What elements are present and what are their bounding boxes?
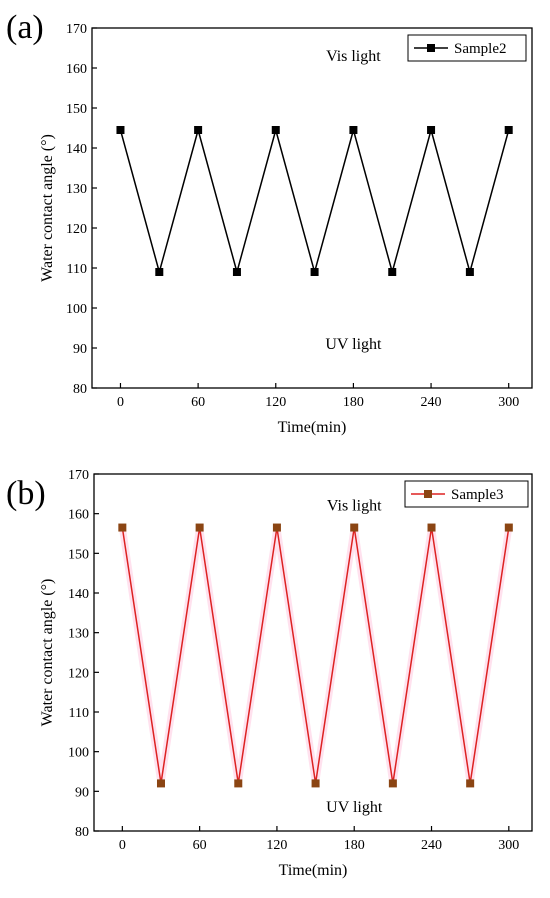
legend-marker <box>427 44 435 52</box>
data-point-marker <box>232 268 241 276</box>
x-tick-label: 300 <box>498 395 519 410</box>
y-tick-label: 140 <box>66 142 87 157</box>
data-point-marker <box>118 523 127 532</box>
data-point-marker <box>234 779 243 788</box>
data-point-marker <box>427 126 436 134</box>
x-tick-label: 0 <box>119 838 126 853</box>
x-tick-label: 60 <box>193 838 207 853</box>
chart-panel-2: (b) 80 90 100 110 120 130 140 150 160 170 0 60 120 180… <box>6 468 533 879</box>
data-point-marker <box>116 126 125 134</box>
y-tick-label: 130 <box>66 182 87 197</box>
data-point-marker <box>310 268 319 276</box>
y-tick-label: 170 <box>68 468 89 483</box>
x-tick-label: 240 <box>421 395 442 410</box>
x-tick-label: 240 <box>421 838 442 853</box>
y-tick-label: 90 <box>73 342 87 357</box>
data-point-marker <box>466 779 475 788</box>
data-point-marker <box>195 523 204 532</box>
y-tick-label: 110 <box>67 262 87 277</box>
annotation-label: Vis light <box>326 48 381 65</box>
plot-frame <box>91 27 533 389</box>
legend-label: Sample3 <box>451 487 504 503</box>
data-point-marker <box>504 523 513 532</box>
x-tick-label: 60 <box>191 395 205 410</box>
y-tick-label: 160 <box>66 62 87 77</box>
series-line <box>119 127 510 275</box>
plot-frame <box>93 473 533 832</box>
panel-label: (a) <box>6 9 44 46</box>
y-tick-label: 140 <box>68 587 89 602</box>
y-tick-label: 100 <box>68 746 89 761</box>
annotation-label: UV light <box>325 336 382 353</box>
data-point-marker <box>311 779 320 788</box>
legend-marker <box>424 490 432 498</box>
legend-label: Sample2 <box>454 41 507 57</box>
y-tick-label: 100 <box>66 302 87 317</box>
data-point-marker <box>465 268 474 276</box>
x-axis-title: Time(min) <box>278 419 347 436</box>
series-line <box>121 527 510 784</box>
chart-panel-1: (a) 80 90 100 110 120 130 140 150 160 170 0 60 120 180… <box>6 9 533 436</box>
data-point-marker <box>504 126 513 134</box>
data-point-marker <box>272 523 281 532</box>
x-tick-label: 0 <box>117 395 124 410</box>
x-tick-label: 180 <box>343 395 364 410</box>
x-tick-label: 300 <box>498 838 519 853</box>
y-tick-label: 110 <box>69 706 89 721</box>
data-point-marker <box>388 268 397 276</box>
x-axis-title: Time(min) <box>279 862 348 879</box>
data-point-marker <box>350 523 359 532</box>
data-point-marker <box>194 126 203 134</box>
y-tick-label: 150 <box>66 102 87 117</box>
y-tick-label: 170 <box>66 22 87 37</box>
data-point-marker <box>388 779 397 788</box>
y-tick-label: 120 <box>66 222 87 237</box>
annotation-label: UV light <box>326 799 383 816</box>
y-tick-label: 160 <box>68 508 89 523</box>
y-tick-label: 150 <box>68 547 89 562</box>
y-tick-label: 80 <box>73 382 87 397</box>
y-axis-title: Water contact angle (°) <box>39 134 56 282</box>
x-tick-label: 180 <box>344 838 365 853</box>
y-axis-title: Water contact angle (°) <box>39 579 56 727</box>
y-tick-label: 130 <box>68 627 89 642</box>
annotation-label: Vis light <box>327 498 382 515</box>
y-tick-label: 90 <box>75 785 89 800</box>
data-point-marker <box>271 126 280 134</box>
y-tick-label: 120 <box>68 666 89 681</box>
x-tick-label: 120 <box>266 838 287 853</box>
y-tick-label: 80 <box>75 825 89 840</box>
data-point-marker <box>155 268 164 276</box>
data-point-marker <box>427 523 436 532</box>
data-point-marker <box>156 779 165 788</box>
panel-label: (b) <box>6 475 46 512</box>
data-point-marker <box>349 126 358 134</box>
x-tick-label: 120 <box>265 395 286 410</box>
